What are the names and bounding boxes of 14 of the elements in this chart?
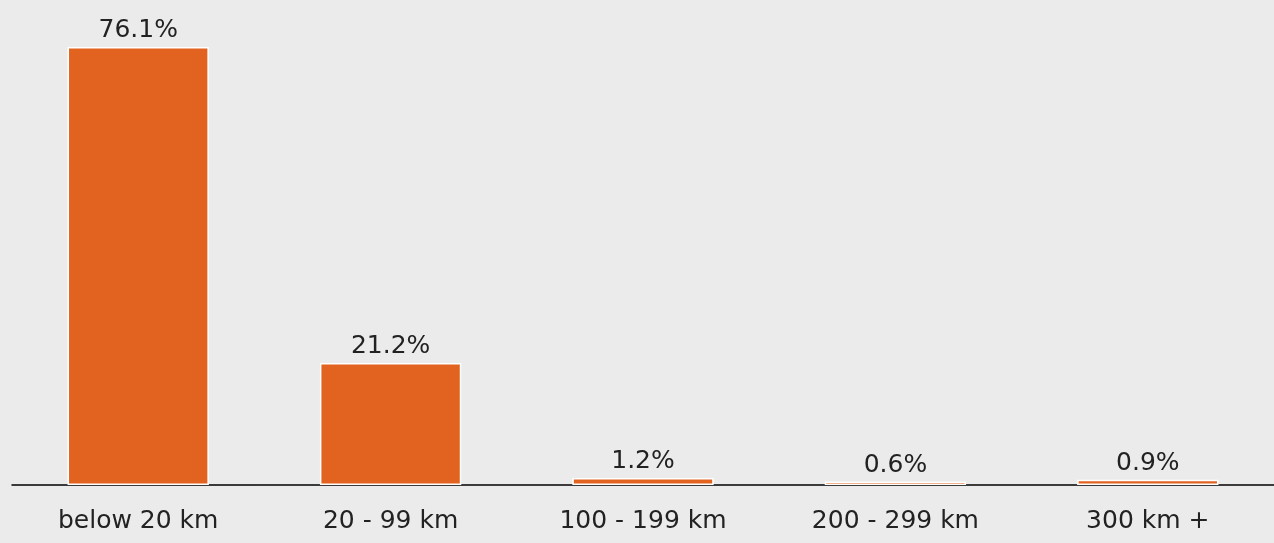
x-tick-label: 100 - 199 km bbox=[559, 505, 727, 534]
bar bbox=[67, 47, 209, 485]
data-label: 0.6% bbox=[863, 448, 928, 478]
bar bbox=[319, 362, 462, 485]
data-label: 1.2% bbox=[611, 445, 675, 475]
bar bbox=[572, 478, 714, 485]
data-label: 0.9% bbox=[1116, 446, 1180, 476]
x-tick-label: below 20 km bbox=[57, 505, 219, 534]
data-label: 76.1% bbox=[98, 14, 178, 43]
x-tick-label: 20 - 99 km bbox=[322, 505, 459, 534]
x-tick-label: 200 - 299 km bbox=[811, 505, 979, 534]
data-label: 21.2% bbox=[350, 329, 431, 359]
bar bbox=[1077, 479, 1219, 485]
x-tick-label: 300 km + bbox=[1086, 505, 1210, 534]
